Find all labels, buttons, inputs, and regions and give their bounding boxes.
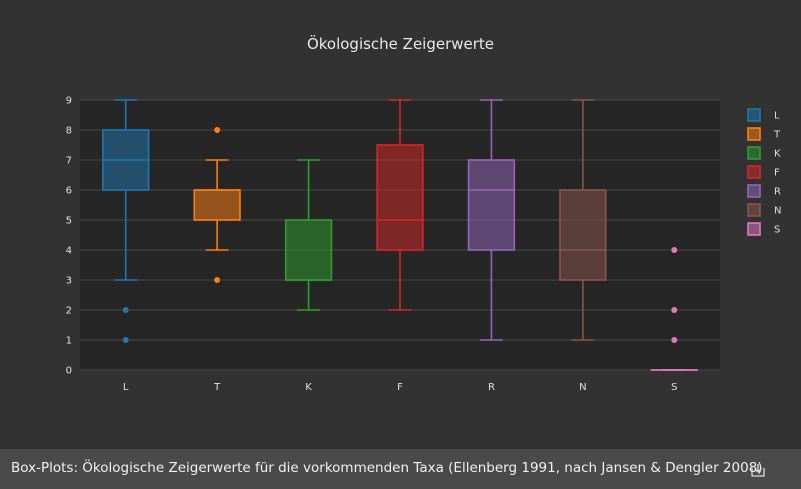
box-T [193, 127, 241, 283]
legend-label: N [774, 206, 781, 217]
iqr-box [559, 189, 607, 281]
legend-swatch [747, 222, 761, 236]
box-L [102, 99, 150, 343]
box-F [376, 99, 424, 311]
outlier-point [122, 337, 129, 343]
y-tick-label: 9 [66, 96, 72, 107]
legend-label: F [774, 168, 780, 179]
legend-swatch [747, 165, 761, 179]
chart-title: Ökologische Zeigerwerte [306, 35, 495, 53]
y-tick-label: 2 [66, 306, 72, 317]
box-N [559, 99, 607, 341]
iqr-box [467, 159, 516, 251]
y-tick-label: 1 [66, 336, 72, 347]
legend-item-L: L [747, 108, 780, 122]
outlier-point [214, 127, 221, 133]
box-K [284, 159, 333, 311]
legend-swatch [747, 184, 761, 198]
outlier-point [214, 277, 221, 283]
iqr-box [193, 189, 241, 221]
legend-item-T: T [747, 127, 781, 141]
figure-caption: Box-Plots: Ökologische Zeigerwerte für d… [11, 460, 763, 476]
x-tick-label: K [305, 382, 312, 393]
legend-item-S: S [747, 222, 780, 236]
x-tick-label: S [671, 382, 677, 393]
iqr-box [284, 219, 333, 281]
legend-item-N: N [747, 203, 781, 217]
y-tick-label: 7 [66, 156, 72, 167]
legend-swatch [747, 203, 761, 217]
legend-label: K [774, 149, 781, 160]
y-tick-label: 0 [66, 366, 72, 377]
iqr-box [376, 144, 424, 251]
legend-swatch [747, 108, 761, 122]
box-S [650, 247, 698, 371]
x-tick-label: R [488, 382, 495, 393]
outlier-point [671, 247, 678, 253]
x-tick-label: N [579, 382, 586, 393]
y-tick-label: 4 [66, 246, 72, 257]
legend-item-F: F [747, 165, 780, 179]
box-R [467, 99, 516, 341]
boxes [102, 99, 698, 371]
legend-swatch [747, 127, 761, 141]
legend-item-R: R [747, 184, 781, 198]
legend-label: R [774, 187, 781, 198]
caption-bar: Box-Plots: Ökologische Zeigerwerte für d… [0, 449, 801, 489]
legend-swatch [747, 146, 761, 160]
outlier-point [671, 337, 678, 343]
y-tick-label: 5 [66, 216, 72, 227]
download-icon[interactable] [750, 462, 766, 478]
outlier-point [122, 307, 129, 313]
outlier-point [671, 307, 678, 313]
x-tick-label: L [123, 382, 129, 393]
y-tick-label: 8 [66, 126, 72, 137]
x-tick-label: F [397, 382, 403, 393]
y-tick-label: 3 [66, 276, 72, 287]
legend-label: S [774, 225, 780, 236]
legend-item-K: K [747, 146, 781, 160]
legend-label: T [773, 130, 781, 141]
x-tick-label: T [213, 382, 221, 393]
y-axis: 0 1 2 3 4 5 6 7 8 9 [66, 96, 72, 377]
y-tick-label: 6 [66, 186, 72, 197]
legend-label: L [774, 111, 780, 122]
